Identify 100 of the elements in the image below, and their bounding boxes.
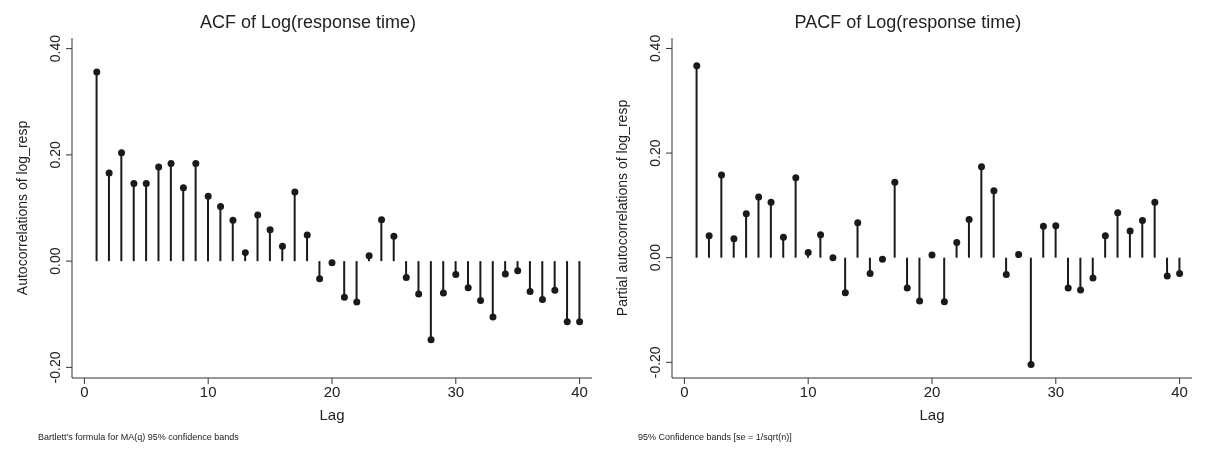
point xyxy=(217,202,225,210)
point xyxy=(105,169,113,177)
x-tick-label: 40 xyxy=(571,382,588,400)
point xyxy=(730,235,738,243)
point xyxy=(940,298,948,306)
point xyxy=(501,270,509,278)
point xyxy=(155,163,163,171)
point xyxy=(903,284,911,292)
point xyxy=(142,180,150,188)
point xyxy=(204,192,212,200)
point xyxy=(526,287,534,295)
point xyxy=(477,296,485,304)
point xyxy=(130,180,138,188)
chart-title: ACF of Log(response time) xyxy=(198,12,418,33)
point xyxy=(1138,217,1146,225)
y-tick-label: 0.40 xyxy=(47,34,63,63)
point xyxy=(891,178,899,186)
x-tick-label: 40 xyxy=(1171,382,1188,400)
point xyxy=(353,298,361,306)
y-axis-title: Autocorrelations of log_resp xyxy=(13,120,30,296)
point xyxy=(464,284,472,292)
point xyxy=(439,289,447,297)
point xyxy=(514,267,522,275)
point xyxy=(953,239,961,247)
point xyxy=(1077,286,1085,294)
point xyxy=(755,193,763,201)
y-axis-title: Partial autocorrelations of log_resp xyxy=(613,99,630,317)
point xyxy=(705,232,713,240)
point xyxy=(779,233,787,241)
point xyxy=(241,249,249,257)
point xyxy=(866,269,874,277)
x-tick-label: 20 xyxy=(323,382,341,400)
point xyxy=(415,290,423,298)
point xyxy=(229,216,237,224)
y-tick-label: 0.20 xyxy=(47,141,63,169)
x-axis-title: Lag xyxy=(319,406,345,423)
point xyxy=(1064,284,1072,292)
point xyxy=(378,216,386,224)
y-tick-label: 0.00 xyxy=(647,243,663,272)
y-tick-label: -0.20 xyxy=(47,351,63,384)
point xyxy=(916,297,924,305)
point xyxy=(817,231,825,239)
point xyxy=(1052,222,1060,230)
point xyxy=(291,188,299,196)
point xyxy=(965,216,973,224)
point xyxy=(266,226,274,234)
y-tick-label: 0.00 xyxy=(47,247,63,275)
point xyxy=(792,174,800,182)
point xyxy=(452,270,460,278)
x-axis-title: Lag xyxy=(919,406,945,423)
point xyxy=(854,219,862,227)
point xyxy=(1151,198,1159,206)
point xyxy=(192,159,200,167)
point xyxy=(1002,270,1010,278)
point xyxy=(254,211,262,219)
point xyxy=(563,318,571,326)
x-tick-label: 0 xyxy=(680,382,689,400)
point xyxy=(804,248,812,256)
point xyxy=(767,198,775,206)
point xyxy=(1027,360,1035,368)
point xyxy=(328,259,336,267)
y-tick-label: 0.40 xyxy=(647,34,663,63)
point xyxy=(316,275,324,283)
point xyxy=(576,318,584,326)
point xyxy=(841,289,849,297)
point xyxy=(93,68,101,76)
point xyxy=(538,295,546,303)
y-tick-label: 0.20 xyxy=(647,139,663,167)
point xyxy=(1176,269,1184,277)
point xyxy=(978,163,986,171)
point xyxy=(1039,222,1047,230)
point xyxy=(278,242,286,250)
x-tick-label: 30 xyxy=(447,382,465,400)
point xyxy=(742,210,750,218)
point xyxy=(928,251,936,259)
point xyxy=(551,286,559,294)
point xyxy=(1089,274,1097,282)
point xyxy=(1126,227,1134,235)
point xyxy=(303,231,311,239)
text: 95% Confidence bands [se = 1/sqrt(n)] xyxy=(638,432,792,442)
point xyxy=(340,293,348,301)
text: Bartlett's formula for MA(q) 95% confidence bands xyxy=(38,432,239,442)
point xyxy=(390,232,398,240)
x-tick-label: 10 xyxy=(799,382,817,400)
point xyxy=(427,336,435,344)
point xyxy=(990,187,998,195)
point xyxy=(1163,272,1171,280)
point xyxy=(829,254,837,262)
point xyxy=(179,184,187,192)
x-tick-label: 10 xyxy=(199,382,217,400)
point xyxy=(718,171,726,179)
point xyxy=(1101,232,1109,240)
point xyxy=(402,274,410,282)
point xyxy=(693,62,701,70)
chart-title: PACF of Log(response time) xyxy=(793,12,1023,33)
point xyxy=(167,159,175,167)
point xyxy=(489,313,497,321)
point xyxy=(118,149,126,157)
x-tick-label: 20 xyxy=(923,382,941,400)
x-tick-label: 30 xyxy=(1047,382,1065,400)
